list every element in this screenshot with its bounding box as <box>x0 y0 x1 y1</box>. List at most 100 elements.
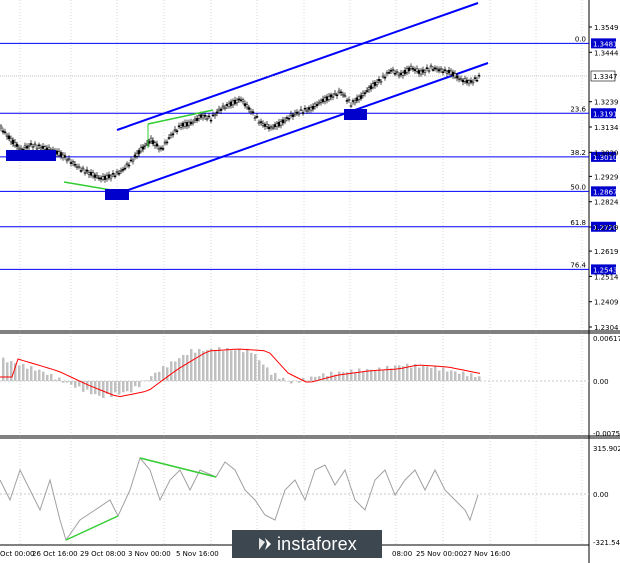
macd-bar <box>154 372 157 381</box>
candle-body <box>157 148 161 150</box>
candle-body <box>103 175 107 180</box>
candle-body <box>311 106 315 110</box>
current-price-text: 1.3347 <box>593 73 618 81</box>
fib-price-badge <box>591 108 616 119</box>
candle-body <box>133 154 137 158</box>
current-price-badge <box>590 70 616 82</box>
macd-bar <box>102 381 105 398</box>
candle-body <box>183 122 187 127</box>
candle-body <box>249 111 253 113</box>
time-axis-label: 5 Nov 16:00 <box>176 550 219 558</box>
candle-body <box>43 146 47 150</box>
macd-bar <box>6 362 9 381</box>
macd-bar <box>158 371 161 381</box>
macd-bar <box>470 373 473 381</box>
macd-bar <box>22 363 25 381</box>
candle-body <box>235 99 239 103</box>
macd-bar <box>446 371 449 381</box>
candle-body <box>247 107 251 110</box>
candle-body <box>151 140 155 145</box>
candle-body <box>63 155 67 158</box>
candle-body <box>431 69 435 71</box>
fib-price-text: 1.3191 <box>593 110 618 118</box>
candle-body <box>463 78 467 82</box>
candle-body <box>121 169 125 171</box>
price-tick-label: 1.2929 <box>594 173 619 181</box>
candle-body <box>179 125 183 128</box>
macd-bar <box>258 360 261 381</box>
candle-body <box>341 93 345 96</box>
macd-bar <box>14 363 17 381</box>
candle-body <box>219 108 223 111</box>
macd-bar <box>58 377 61 381</box>
macd-bar <box>114 381 117 393</box>
fib-price-badge <box>591 186 616 197</box>
candle-body <box>291 114 295 117</box>
candle-body <box>275 123 279 128</box>
candle-body <box>229 101 233 106</box>
candle-body <box>137 150 141 155</box>
macd-bar <box>230 350 233 381</box>
macd-bar <box>458 373 461 381</box>
channel-lower-line[interactable] <box>116 62 489 195</box>
candle-body <box>79 170 83 172</box>
price-tick-label: 1.3239 <box>594 99 619 107</box>
candle-body <box>15 143 19 147</box>
candle-body <box>371 83 375 88</box>
candle-body <box>23 145 27 148</box>
candle-body <box>457 77 461 80</box>
candle-body <box>139 147 143 152</box>
support-zone-marker-1[interactable] <box>6 150 56 161</box>
fib-price-badge <box>591 221 616 232</box>
candle-body <box>243 103 247 107</box>
time-axis-label: 27 Nov 16:00 <box>463 550 510 558</box>
macd-bar <box>450 370 453 381</box>
candle-body <box>89 171 93 176</box>
candle-body <box>141 146 145 150</box>
fib-price-badge <box>591 151 616 162</box>
candle-body <box>427 70 431 72</box>
candle-body <box>425 67 429 69</box>
macd-bar <box>98 381 101 396</box>
candle-body <box>269 126 273 128</box>
macd-bar <box>358 368 361 381</box>
candle-body <box>263 123 267 127</box>
candle-body <box>207 115 211 118</box>
candle-body <box>453 73 457 78</box>
candle-body <box>335 94 339 97</box>
candle-body <box>423 70 427 73</box>
macd-bar <box>218 347 221 381</box>
macd-bar <box>206 350 209 381</box>
instaforex-watermark: instaforex <box>232 530 382 558</box>
candle-body <box>319 100 323 103</box>
fib-price-badge <box>591 264 616 275</box>
macd-bar <box>466 376 469 381</box>
macd-bar <box>398 365 401 381</box>
candle-body <box>293 112 297 115</box>
candle-body <box>31 146 35 148</box>
macd-bar <box>262 364 265 381</box>
candle-body <box>337 90 341 93</box>
candle-body <box>237 98 241 101</box>
candle-body <box>267 126 271 130</box>
support-zone-marker-2[interactable] <box>105 189 129 200</box>
macd-bar <box>418 367 421 381</box>
macd-bar <box>306 380 309 381</box>
price-tick-label: 1.2619 <box>594 248 619 256</box>
candle-body <box>115 171 119 173</box>
macd-bar <box>402 366 405 381</box>
macd-bar <box>434 366 437 381</box>
candle-body <box>439 68 443 70</box>
candle-body <box>245 104 249 108</box>
candle-body <box>69 162 73 164</box>
candle-body <box>153 142 157 146</box>
candle-body <box>271 127 275 129</box>
channel-upper-line[interactable] <box>116 2 479 131</box>
candle-body <box>211 114 215 117</box>
macd-histogram <box>2 347 481 398</box>
support-zone-marker-3[interactable] <box>344 109 367 120</box>
macd-bar <box>438 370 441 381</box>
macd-bar <box>90 381 93 395</box>
